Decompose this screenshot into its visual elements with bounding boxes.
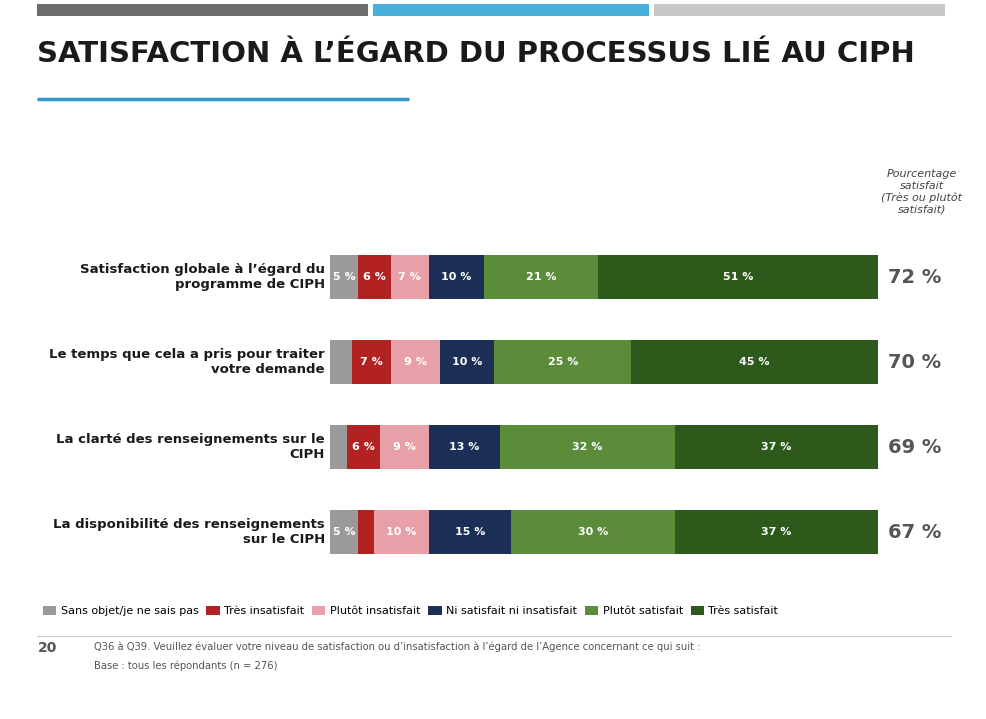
Text: 6 %: 6 %	[352, 442, 375, 452]
Bar	[347, 425, 380, 470]
Text: SATISFACTION À L’ÉGARD DU PROCESSUS LIÉ AU CIPH: SATISFACTION À L’ÉGARD DU PROCESSUS LIÉ …	[37, 40, 915, 68]
Bar	[390, 340, 440, 384]
Bar	[511, 510, 675, 554]
Bar	[374, 510, 429, 554]
Text: Q36 à Q39. Veuillez évaluer votre niveau de satisfaction ou d’insatisfaction à l: Q36 à Q39. Veuillez évaluer votre niveau…	[94, 641, 700, 652]
Text: 30 %: 30 %	[578, 527, 608, 537]
Text: 67 %: 67 %	[888, 523, 942, 541]
Text: Satisfaction globale à l’égard du
programme de CIPH: Satisfaction globale à l’égard du progra…	[80, 263, 324, 291]
Bar	[429, 510, 511, 554]
Text: 69 %: 69 %	[888, 438, 942, 457]
Text: 21 %: 21 %	[526, 273, 556, 282]
Text: 6 %: 6 %	[363, 273, 386, 282]
Text: 45 %: 45 %	[740, 357, 770, 367]
Text: Le temps que cela a pris pour traiter
votre demande: Le temps que cela a pris pour traiter vo…	[49, 348, 324, 376]
Bar	[495, 340, 631, 384]
Legend: Sans objet/je ne sais pas, Très insatisfait, Plutôt insatisfait, Ni satisfait ni: Sans objet/je ne sais pas, Très insatisf…	[43, 606, 778, 616]
Text: 51 %: 51 %	[723, 273, 753, 282]
Text: 10 %: 10 %	[387, 527, 417, 537]
Text: La clarté des renseignements sur le
CIPH: La clarté des renseignements sur le CIPH	[56, 433, 324, 461]
Bar	[330, 425, 347, 470]
Bar	[599, 255, 878, 299]
Bar	[483, 255, 599, 299]
Text: 37 %: 37 %	[761, 527, 792, 537]
Bar	[390, 255, 429, 299]
Text: 7 %: 7 %	[398, 273, 421, 282]
Text: La disponibilité des renseignements
sur le CIPH: La disponibilité des renseignements sur …	[53, 518, 324, 546]
Text: 9 %: 9 %	[392, 442, 416, 452]
Bar	[675, 510, 878, 554]
Bar	[330, 510, 358, 554]
Bar	[358, 255, 390, 299]
Bar	[330, 340, 352, 384]
Bar	[500, 425, 675, 470]
Text: 15 %: 15 %	[455, 527, 485, 537]
Text: 72 %: 72 %	[888, 267, 942, 287]
Bar	[675, 425, 878, 470]
Bar	[440, 340, 495, 384]
Text: 32 %: 32 %	[572, 442, 602, 452]
Text: 5 %: 5 %	[332, 527, 355, 537]
Text: 9 %: 9 %	[403, 357, 427, 367]
Text: 25 %: 25 %	[547, 357, 578, 367]
Text: 5 %: 5 %	[332, 273, 355, 282]
Text: 13 %: 13 %	[450, 442, 479, 452]
Bar	[358, 510, 374, 554]
Text: 20: 20	[37, 641, 57, 655]
Text: 37 %: 37 %	[761, 442, 792, 452]
Bar	[429, 425, 500, 470]
Text: 7 %: 7 %	[360, 357, 383, 367]
Text: Base : tous les répondants (n = 276): Base : tous les répondants (n = 276)	[94, 660, 277, 671]
Bar	[631, 340, 878, 384]
Bar	[429, 255, 483, 299]
Text: 10 %: 10 %	[441, 273, 471, 282]
Text: 70 %: 70 %	[888, 352, 942, 372]
Text: 10 %: 10 %	[452, 357, 482, 367]
Bar	[330, 255, 358, 299]
Bar	[352, 340, 390, 384]
Text: Pourcentage
satisfait
(Très ou plutôt
satisfait): Pourcentage satisfait (Très ou plutôt sa…	[881, 169, 962, 214]
Bar	[380, 425, 429, 470]
